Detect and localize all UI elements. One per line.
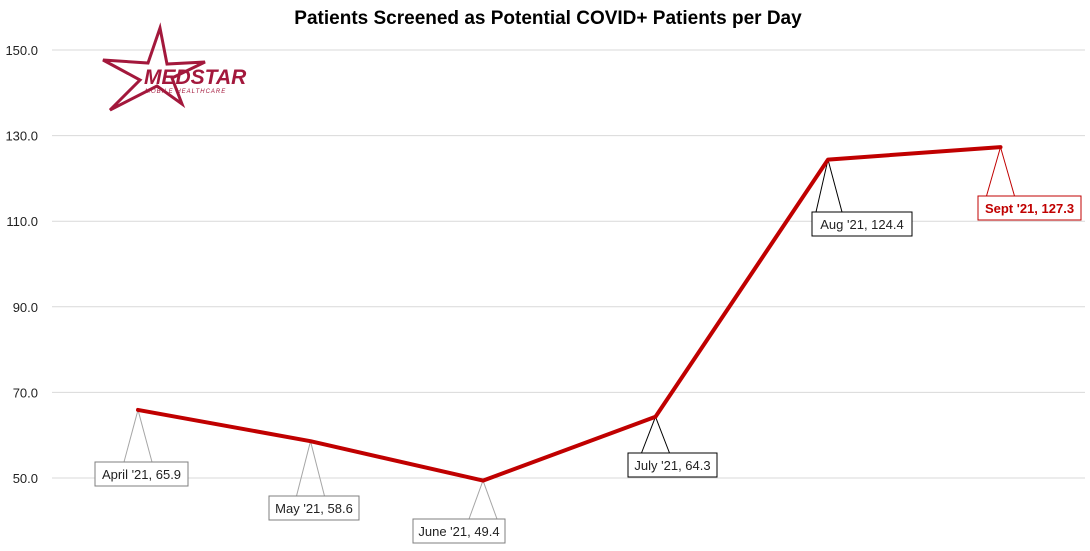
data-label: April '21, 65.9 bbox=[102, 467, 181, 482]
data-label: Aug '21, 124.4 bbox=[820, 217, 903, 232]
y-axis-tick-labels: 50.0 70.0 90.0 110.0 130.0 150.0 bbox=[5, 43, 38, 486]
data-label-box bbox=[412, 518, 506, 544]
y-tick-label: 90.0 bbox=[13, 300, 38, 315]
y-tick-label: 70.0 bbox=[13, 385, 38, 400]
y-tick-label: 130.0 bbox=[5, 129, 38, 144]
gridlines bbox=[52, 49, 1085, 479]
data-label: June '21, 49.4 bbox=[418, 524, 499, 539]
logo-wordmark: MEDSTAR bbox=[144, 66, 247, 89]
data-label-box bbox=[94, 461, 189, 487]
data-label-leader bbox=[296, 441, 325, 497]
data-label-leader bbox=[986, 145, 1015, 197]
data-label-leaders bbox=[123, 145, 1015, 520]
data-label-box bbox=[627, 452, 718, 478]
logo-subtitle: MOBILE HEALTHCARE bbox=[145, 89, 226, 95]
star-logo-icon bbox=[102, 22, 206, 112]
y-tick-label: 110.0 bbox=[6, 214, 38, 229]
data-labels: April '21, 65.9 May '21, 58.6 June '21, 49… bbox=[94, 195, 1082, 544]
y-tick-label: 50.0 bbox=[13, 471, 38, 486]
data-label: May '21, 58.6 bbox=[275, 501, 353, 516]
data-label: July '21, 64.3 bbox=[634, 458, 710, 473]
data-label-box bbox=[268, 495, 360, 521]
chart-title: Patients Screened as Potential COVID+ Pa… bbox=[294, 8, 802, 29]
data-label-leader bbox=[468, 479, 498, 520]
data-label: Sept '21, 127.3 bbox=[985, 201, 1074, 216]
data-label-box bbox=[977, 195, 1082, 221]
medstar-logo: MEDSTAR MOBILE HEALTHCARE bbox=[102, 22, 247, 112]
data-label-box bbox=[811, 211, 913, 237]
data-label-leader bbox=[123, 408, 153, 463]
series-line bbox=[136, 145, 1003, 483]
y-tick-label: 150.0 bbox=[5, 43, 38, 58]
data-label-leader bbox=[815, 159, 843, 213]
